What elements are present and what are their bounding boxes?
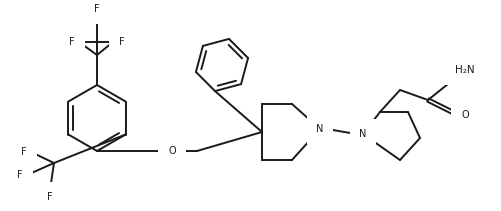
Text: O: O [461,110,469,120]
Text: N: N [359,129,367,139]
Text: F: F [94,4,100,14]
Text: O: O [168,146,176,156]
Text: N: N [316,124,324,134]
Text: H₂N: H₂N [455,65,474,75]
Text: F: F [69,37,75,47]
Text: F: F [47,192,53,202]
Text: F: F [17,170,23,180]
Text: F: F [119,37,125,47]
Text: F: F [21,147,27,157]
